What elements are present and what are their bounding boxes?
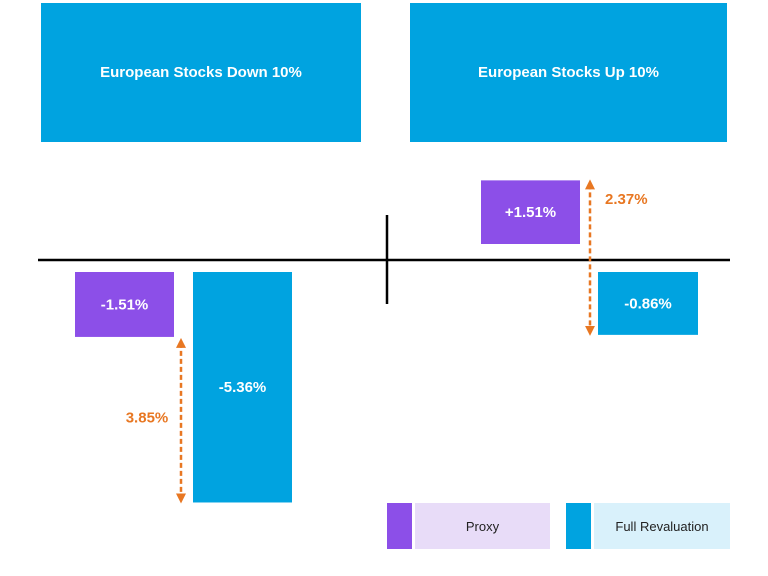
bar-up-full bbox=[598, 272, 698, 335]
bar-label-down-full: -5.36% bbox=[219, 379, 267, 396]
legend-swatch-proxy bbox=[387, 503, 412, 549]
difference-label-down: 3.85% bbox=[126, 410, 169, 427]
legend-proxy: Proxy bbox=[387, 503, 550, 549]
legend-label-proxy: Proxy bbox=[415, 503, 550, 549]
bar-up-proxy bbox=[481, 180, 580, 244]
bar-down-proxy bbox=[75, 272, 174, 337]
panel-title-up: European Stocks Up 10% bbox=[478, 64, 659, 81]
bar-label-up-proxy: +1.51% bbox=[505, 204, 556, 221]
difference-label-up: 2.37% bbox=[605, 191, 648, 208]
panel-header-up: European Stocks Up 10% bbox=[410, 3, 727, 142]
panel-title-down: European Stocks Down 10% bbox=[100, 64, 302, 81]
panel-header-down: European Stocks Down 10% bbox=[41, 3, 361, 142]
legend-swatch-full bbox=[566, 503, 591, 549]
bar-label-down-proxy: -1.51% bbox=[101, 296, 149, 313]
bar-label-up-full: -0.86% bbox=[624, 295, 672, 312]
bar-down-full bbox=[193, 272, 292, 503]
legend-full: Full Revaluation bbox=[566, 503, 730, 549]
legend-label-full: Full Revaluation bbox=[594, 503, 730, 549]
